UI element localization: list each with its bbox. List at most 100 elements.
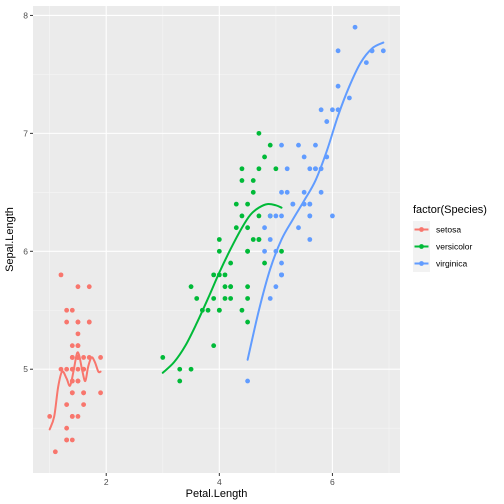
axis-ticks: 2 4 6 5 6 7 8 [23, 10, 335, 487]
data-point-virginica [380, 48, 386, 54]
legend-label-virginica: virginica [436, 259, 467, 269]
data-point-versicolor [250, 237, 256, 242]
legend-title: factor(Species) [413, 204, 487, 216]
data-point-setosa [81, 390, 87, 396]
data-point-virginica [313, 166, 318, 172]
data-point-versicolor [177, 378, 183, 384]
data-points [47, 24, 386, 455]
data-point-versicolor [222, 284, 228, 290]
legend-label-versicolor: versicolor [436, 242, 473, 252]
x-axis-title: Petal.Length [186, 488, 248, 500]
x-tick-label: 2 [104, 477, 109, 487]
data-point-setosa [64, 366, 70, 372]
legend-label-setosa: setosa [436, 225, 461, 235]
legend-key-point [419, 261, 424, 266]
smooth-line-versicolor [161, 203, 283, 374]
data-point-setosa [75, 284, 81, 290]
legend: factor(Species) setosa versicolor virginic… [413, 204, 487, 272]
data-point-versicolor [188, 366, 194, 372]
data-point-virginica [324, 119, 330, 124]
data-point-versicolor [211, 272, 217, 278]
data-point-setosa [52, 449, 58, 455]
major-gridlines [33, 6, 400, 473]
y-tick-label: 8 [23, 10, 28, 20]
data-point-versicolor [228, 296, 234, 301]
y-axis-title: Sepal.Length [4, 207, 16, 272]
data-point-versicolor [245, 284, 251, 290]
data-point-versicolor [211, 343, 217, 349]
data-point-setosa [69, 437, 75, 443]
data-point-setosa [75, 319, 81, 325]
data-point-versicolor [228, 284, 234, 290]
data-point-versicolor [245, 225, 251, 231]
data-point-setosa [64, 319, 70, 325]
data-point-versicolor [245, 319, 251, 325]
data-point-setosa [69, 355, 75, 360]
panel-background [33, 6, 400, 473]
data-point-virginica [267, 213, 273, 219]
data-point-setosa [98, 355, 103, 360]
data-point-versicolor [245, 296, 251, 301]
data-point-virginica [313, 142, 318, 148]
data-point-setosa [64, 402, 70, 408]
data-point-versicolor [239, 213, 245, 219]
legend-key-point [419, 227, 424, 232]
data-point-virginica [335, 83, 341, 89]
data-point-virginica [279, 213, 284, 219]
data-point-setosa [58, 272, 64, 278]
data-point-versicolor [239, 166, 245, 172]
data-point-virginica [301, 189, 307, 195]
data-point-versicolor [216, 237, 222, 242]
data-point-virginica [267, 296, 273, 301]
data-point-versicolor [177, 366, 183, 372]
data-point-virginica [273, 284, 279, 290]
data-point-virginica [324, 154, 330, 160]
data-point-setosa [75, 378, 81, 384]
data-point-setosa [81, 402, 87, 408]
data-point-setosa [98, 390, 103, 396]
data-point-virginica [284, 166, 290, 172]
data-point-virginica [279, 142, 284, 148]
data-point-versicolor [228, 260, 234, 266]
data-point-versicolor [239, 307, 245, 313]
data-point-virginica [262, 248, 267, 254]
data-point-virginica [352, 24, 358, 30]
y-tick-label: 6 [23, 246, 28, 256]
data-point-versicolor [199, 307, 205, 313]
smooth-lines [48, 41, 385, 431]
data-point-virginica [273, 213, 279, 219]
smooth-line-virginica [246, 41, 385, 361]
data-point-versicolor [267, 142, 273, 148]
data-point-setosa [75, 413, 81, 419]
data-point-virginica [369, 48, 375, 54]
data-point-versicolor [256, 213, 262, 219]
data-point-setosa [75, 331, 81, 337]
data-point-versicolor [250, 178, 256, 183]
data-point-setosa [86, 284, 92, 290]
data-point-versicolor [222, 296, 228, 301]
data-point-virginica [346, 95, 352, 101]
data-point-virginica [318, 166, 324, 172]
data-point-versicolor [216, 272, 222, 278]
data-point-versicolor [194, 296, 200, 301]
data-point-setosa [58, 366, 64, 372]
data-point-virginica [245, 378, 251, 384]
data-point-setosa [75, 355, 81, 360]
data-point-virginica [363, 60, 369, 66]
data-point-versicolor [262, 260, 267, 266]
data-point-setosa [69, 378, 75, 384]
data-point-virginica [307, 213, 313, 219]
minor-gridlines [33, 6, 400, 473]
data-point-virginica [296, 225, 301, 231]
data-point-virginica [273, 248, 279, 254]
data-point-versicolor [262, 154, 267, 160]
smooth-line-setosa [48, 351, 102, 431]
data-point-virginica [301, 201, 307, 207]
y-tick-label: 5 [23, 364, 28, 374]
data-point-virginica [307, 237, 313, 242]
data-point-virginica [318, 189, 324, 195]
data-point-versicolor [160, 355, 166, 360]
x-tick-label: 4 [217, 477, 222, 487]
data-point-virginica [335, 107, 341, 113]
